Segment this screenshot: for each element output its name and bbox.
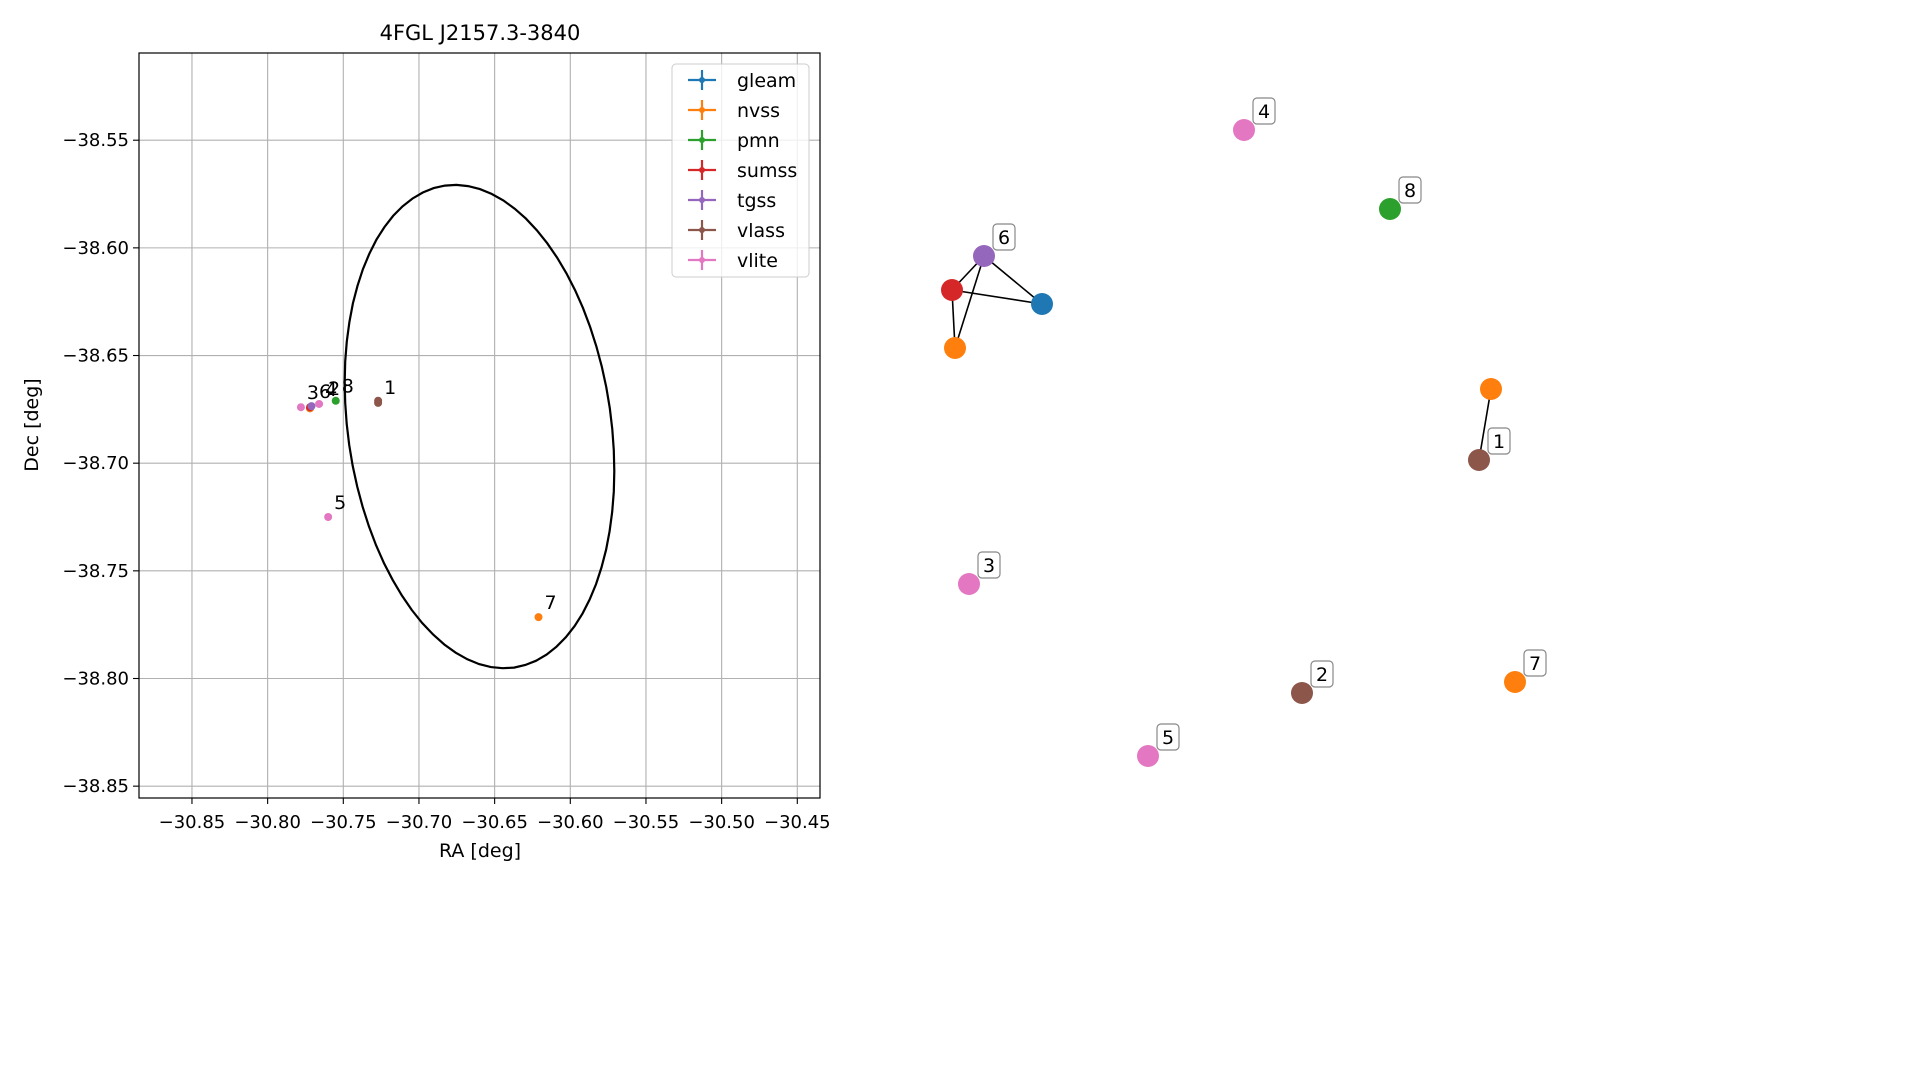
x-tick-label: −30.55 <box>613 812 680 833</box>
data-points <box>296 396 543 622</box>
data-point-vlite <box>315 399 324 408</box>
y-ticks: −38.85 −38.80 −38.75 −38.70 −38.65 −38.60 −38.… <box>62 130 139 797</box>
legend-label-gleam: gleam <box>737 70 796 92</box>
point-annotation: 1 <box>384 377 396 399</box>
network-graph: 6 4 8 1 3 2 7 5 <box>941 97 1547 767</box>
graph-node <box>1480 378 1502 400</box>
graph-node <box>1468 449 1490 471</box>
point-annotation: 5 <box>334 492 346 514</box>
x-tick-label: −30.45 <box>764 812 831 833</box>
data-point-nvss <box>534 613 543 622</box>
legend-label-pmn: pmn <box>737 130 780 152</box>
y-tick-label: −38.65 <box>62 346 129 367</box>
y-tick-label: −38.60 <box>62 238 129 259</box>
graph-node-label-box <box>1156 723 1180 751</box>
graph-node <box>958 573 980 595</box>
x-tick-label: −30.60 <box>537 812 604 833</box>
graph-node-label-box <box>992 223 1016 251</box>
point-annotation: 8 <box>342 376 354 398</box>
x-tick-label: −30.80 <box>234 812 301 833</box>
graph-edge <box>951 289 1043 305</box>
plot-frame <box>138 52 821 799</box>
y-tick-label: −38.75 <box>62 561 129 582</box>
graph-edge <box>983 255 1043 305</box>
graph-node <box>1031 293 1053 315</box>
point-annotation: 2 <box>328 378 340 400</box>
legend-label-sumss: sumss <box>737 160 797 182</box>
graph-node <box>1233 119 1255 141</box>
graph-node-label: 7 <box>1529 653 1541 675</box>
legend-label-tgss: tgss <box>737 190 776 212</box>
point-annotation: 7 <box>545 592 557 614</box>
data-point-tgss <box>307 402 316 411</box>
error-ellipse <box>343 183 616 670</box>
point-annotation: 6 <box>319 381 331 403</box>
graph-node-label-box <box>1523 649 1547 677</box>
graph-node-label: 1 <box>1493 431 1505 453</box>
graph-node-label-box <box>1398 176 1422 204</box>
graph-node-labels: 6 4 8 1 3 2 7 5 <box>977 97 1547 751</box>
legend-marker-dot <box>699 167 705 173</box>
legend-marker-dot <box>699 137 705 143</box>
data-point-vlite <box>324 513 333 522</box>
legend-label-vlite: vlite <box>737 250 778 272</box>
data-point-pmn <box>331 396 340 405</box>
graph-node <box>1137 745 1159 767</box>
y-tick-label: −38.70 <box>62 453 129 474</box>
graph-node-label-box <box>1310 660 1334 688</box>
grid-lines <box>139 53 820 798</box>
graph-node-label-box <box>1487 427 1511 455</box>
graph-node-label: 3 <box>983 555 995 577</box>
graph-node <box>944 337 966 359</box>
data-point-vlass <box>374 396 383 405</box>
point-annotations: 1 3 642 8 5 7 <box>307 376 557 614</box>
graph-node-label: 4 <box>1258 101 1270 123</box>
legend-marker-dot <box>699 77 705 83</box>
graph-edge <box>1478 388 1492 461</box>
graph-node-label: 6 <box>998 227 1010 249</box>
graph-node <box>1291 682 1313 704</box>
x-tick-label: −30.75 <box>310 812 377 833</box>
legend-label-vlass: vlass <box>737 220 785 242</box>
x-tick-label: −30.65 <box>461 812 528 833</box>
scatter-chart: 4FGL J2157.3-3840 −30.85 −30.80 −30.75 −30.… <box>21 21 831 862</box>
point-annotation: 3 <box>307 382 319 404</box>
x-tick-label: −30.85 <box>159 812 226 833</box>
graph-node-label: 5 <box>1162 727 1174 749</box>
chart-title: 4FGL J2157.3-3840 <box>380 21 581 45</box>
legend-marker-dot <box>699 227 705 233</box>
data-point-vlite <box>296 403 305 412</box>
x-tick-label: −30.50 <box>688 812 755 833</box>
graph-node-label-box <box>977 551 1001 579</box>
graph-node-label: 8 <box>1404 180 1416 202</box>
graph-edges <box>951 255 1492 461</box>
graph-node-label-box <box>1252 97 1276 125</box>
legend-marker-dot <box>699 197 705 203</box>
graph-node-label: 2 <box>1316 664 1328 686</box>
x-ticks: −30.85 −30.80 −30.75 −30.70 −30.65 −30.60 −30.… <box>159 798 831 833</box>
graph-edge <box>954 255 985 349</box>
y-tick-label: −38.55 <box>62 130 129 151</box>
x-tick-label: −30.70 <box>386 812 453 833</box>
y-tick-label: −38.80 <box>62 668 129 689</box>
legend-marker-dot <box>699 257 705 263</box>
graph-node <box>973 245 995 267</box>
y-axis-label: Dec [deg] <box>21 378 43 471</box>
legend: gleam nvss pmn sumss tgss vlass vlite <box>671 63 810 278</box>
legend-marker-dot <box>699 107 705 113</box>
graph-nodes <box>941 119 1526 767</box>
y-tick-label: −38.85 <box>62 776 129 797</box>
graph-node <box>941 279 963 301</box>
x-axis-label: RA [deg] <box>439 840 521 862</box>
legend-label-nvss: nvss <box>737 100 780 122</box>
graph-node <box>1379 198 1401 220</box>
point-annotation: 4 <box>325 379 337 401</box>
graph-node <box>1504 671 1526 693</box>
legend-box <box>671 63 810 278</box>
